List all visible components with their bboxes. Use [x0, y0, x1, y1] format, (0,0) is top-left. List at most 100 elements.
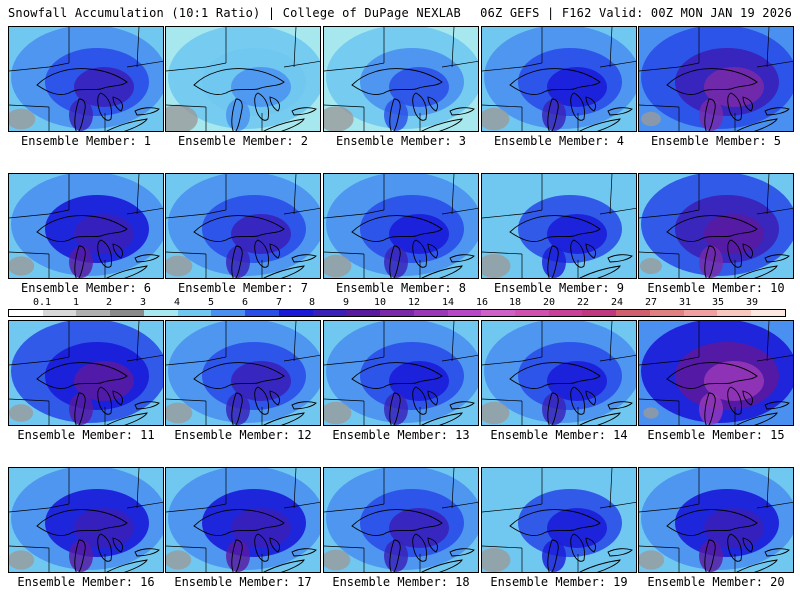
lake-outline	[351, 509, 443, 537]
scale-segment	[312, 310, 347, 316]
lake-outline	[269, 390, 281, 406]
scale-tick-label: 5	[207, 297, 215, 308]
lake-outline	[764, 548, 790, 557]
scale-segment	[717, 310, 752, 316]
ensemble-member-map	[323, 26, 479, 132]
lake-outline	[427, 96, 439, 112]
scale-segment	[110, 310, 144, 316]
scale-segment	[649, 310, 684, 316]
ensemble-member-label: Ensemble Member: 6	[20, 281, 152, 295]
lake-outline	[764, 107, 790, 116]
scale-tick-label: 10	[373, 297, 387, 308]
lake-outline	[36, 215, 128, 243]
ensemble-member-map	[481, 173, 637, 279]
scale-tick-label: 4	[173, 297, 181, 308]
snowfall-map	[166, 321, 320, 425]
lake-outline	[449, 254, 475, 263]
lake-outline	[134, 548, 160, 557]
lake-outline	[585, 96, 597, 112]
lake-outline	[547, 245, 559, 278]
lake-outline	[74, 539, 86, 572]
lake-outline	[291, 401, 317, 410]
ensemble-member-label: Ensemble Member: 4	[493, 134, 625, 148]
scale-tick-label: 20	[542, 297, 556, 308]
lake-outline	[736, 265, 778, 278]
lake-outline	[421, 412, 463, 425]
lake-outline	[666, 509, 758, 537]
ensemble-member-map	[323, 173, 479, 279]
snowfall-map	[639, 27, 793, 131]
lake-outline	[509, 68, 601, 96]
ensemble-member-map	[8, 467, 164, 573]
lake-outline	[351, 215, 443, 243]
scale-ticks: 0.1 1 2 3 4 5 6 7 8 9 10 12 14 16 18 20 22 24 27 31 35 39	[8, 297, 786, 308]
map-boundaries	[639, 468, 793, 572]
lake-outline	[421, 118, 463, 131]
lake-outline	[36, 68, 128, 96]
lake-outline	[193, 509, 285, 537]
map-boundaries	[9, 468, 163, 572]
lake-outline	[427, 537, 439, 553]
snowfall-map	[166, 468, 320, 572]
lake-outline	[254, 239, 269, 268]
lake-outline	[254, 386, 269, 415]
lake-outline	[570, 239, 585, 268]
ensemble-member-label: Ensemble Member: 9	[493, 281, 625, 295]
scale-segment	[515, 310, 549, 316]
lake-outline	[607, 254, 633, 263]
lake-outline	[727, 386, 742, 415]
map-boundaries	[639, 27, 793, 131]
lake-outline	[421, 559, 463, 572]
map-boundaries	[324, 321, 478, 425]
ensemble-member-label: Ensemble Member: 20	[647, 575, 785, 589]
lake-outline	[74, 98, 86, 131]
snowfall-map	[166, 27, 320, 131]
map-boundaries	[9, 321, 163, 425]
ensemble-member-map	[481, 26, 637, 132]
lake-outline	[607, 548, 633, 557]
lake-outline	[97, 239, 112, 268]
lake-outline	[269, 537, 281, 553]
scale-bar	[8, 309, 786, 317]
lake-outline	[134, 401, 160, 410]
lake-outline	[742, 390, 754, 406]
scale-segment	[481, 310, 516, 316]
scale-segment	[177, 310, 212, 316]
ensemble-member-label: Ensemble Member: 1	[20, 134, 152, 148]
lake-outline	[704, 98, 716, 131]
lake-outline	[509, 215, 601, 243]
map-boundaries	[639, 174, 793, 278]
map-boundaries	[482, 321, 636, 425]
map-boundaries	[482, 27, 636, 131]
run-info: 06Z GEFS | F162 Valid: 00Z MON JAN 19 20…	[480, 6, 792, 20]
ensemble-member-map	[638, 26, 794, 132]
snowfall-map	[324, 321, 478, 425]
snowfall-map	[9, 468, 163, 572]
map-title: Snowfall Accumulation (10:1 Ratio) | Col…	[8, 6, 461, 20]
lake-outline	[727, 533, 742, 562]
ensemble-member-map	[481, 467, 637, 573]
scale-tick-label: 6	[241, 297, 249, 308]
scale-segment	[683, 310, 718, 316]
lake-outline	[742, 96, 754, 112]
snowfall-map	[482, 468, 636, 572]
lake-outline	[263, 265, 305, 278]
lake-outline	[412, 92, 427, 121]
scale-tick-label: 7	[275, 297, 283, 308]
ensemble-member-label: Ensemble Member: 12	[174, 428, 312, 442]
ensemble-member-map	[165, 320, 321, 426]
lake-outline	[666, 215, 758, 243]
scale-segment	[76, 310, 111, 316]
ensemble-member-map	[481, 320, 637, 426]
snowfall-map	[639, 174, 793, 278]
ensemble-member-map	[165, 467, 321, 573]
lake-outline	[97, 533, 112, 562]
ensemble-member-label: Ensemble Member: 15	[647, 428, 785, 442]
lake-outline	[74, 245, 86, 278]
lake-outline	[97, 92, 112, 121]
snowfall-map	[166, 174, 320, 278]
map-boundaries	[166, 468, 320, 572]
lake-outline	[727, 92, 742, 121]
lake-outline	[742, 537, 754, 553]
lake-outline	[412, 533, 427, 562]
